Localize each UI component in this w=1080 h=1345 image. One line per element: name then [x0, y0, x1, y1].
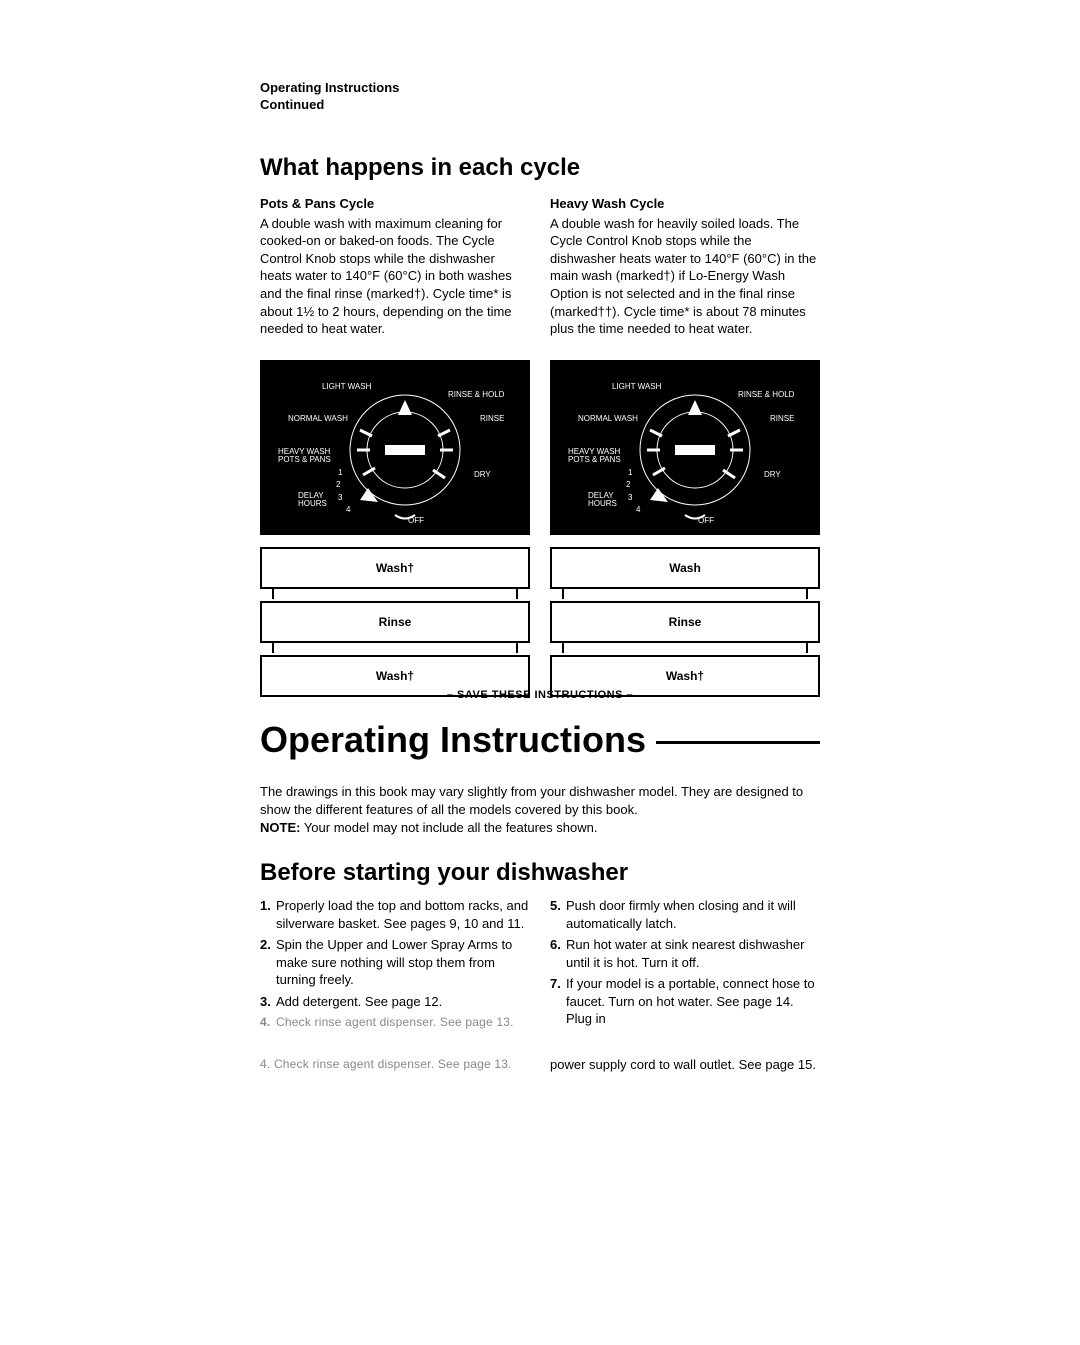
- item-text: Push door firmly when closing and it wil…: [566, 897, 820, 932]
- phase-label: Wash†: [376, 561, 414, 575]
- label-dry: DRY: [764, 470, 781, 479]
- main-title-row: Operating Instructions: [260, 719, 820, 761]
- list-item: 3.Add detergent. See page 12.: [260, 993, 530, 1011]
- label-n1: 1: [628, 468, 632, 477]
- cut-gap: [260, 1035, 820, 1057]
- header-line2: Continued: [260, 97, 324, 112]
- phase-box: Wash†: [550, 655, 820, 697]
- dial-right: LIGHT WASH RINSE & HOLD NORMAL WASH RINS…: [550, 360, 820, 535]
- label-delay: DELAY HOURS: [298, 492, 327, 510]
- item-text: Properly load the top and bottom racks, …: [276, 897, 530, 932]
- phase-box: Wash†: [260, 547, 530, 589]
- label-light-wash: LIGHT WASH: [322, 382, 371, 391]
- label-rinse: RINSE: [480, 414, 504, 423]
- phase-box: Wash: [550, 547, 820, 589]
- cycles-columns: Pots & Pans Cycle A double wash with max…: [260, 196, 820, 338]
- label-light-wash: LIGHT WASH: [612, 382, 661, 391]
- label-heavy-pots: HEAVY WASH POTS & PANS: [568, 448, 621, 466]
- label-rinse: RINSE: [770, 414, 794, 423]
- main-title: Operating Instructions: [260, 719, 646, 761]
- phase-label: Wash†: [666, 669, 704, 683]
- list-item: 4.Check rinse agent dispenser. See page …: [260, 1014, 530, 1030]
- phase-columns: Wash† Rinse Wash† Wash Rinse Wash†: [260, 535, 820, 697]
- document-page: Operating Instructions Continued What ha…: [0, 0, 1080, 1112]
- label-n3: 3: [628, 493, 632, 502]
- intro-note: NOTE: Your model may not include all the…: [260, 819, 820, 837]
- phase-col-left: Wash† Rinse Wash†: [260, 535, 530, 697]
- list-item: 5.Push door firmly when closing and it w…: [550, 897, 820, 932]
- list-item: 1.Properly load the top and bottom racks…: [260, 897, 530, 932]
- intro-block: The drawings in this book may vary sligh…: [260, 783, 820, 838]
- before-col-right: 5.Push door firmly when closing and it w…: [550, 897, 820, 1034]
- cycle-left-body: A double wash with maximum cleaning for …: [260, 215, 530, 338]
- label-n1: 1: [338, 468, 342, 477]
- label-normal-wash: NORMAL WASH: [288, 414, 348, 423]
- item-num: 2.: [260, 936, 276, 989]
- label-off: OFF: [408, 516, 424, 525]
- item-num: 3.: [260, 993, 276, 1011]
- cut-left: 4. Check rinse agent dispenser. See page…: [260, 1057, 530, 1072]
- item-num: 6.: [550, 936, 566, 971]
- item-num: 4.: [260, 1014, 276, 1030]
- cycle-left: Pots & Pans Cycle A double wash with max…: [260, 196, 530, 338]
- phase-label: Wash: [669, 561, 701, 575]
- item-text: Add detergent. See page 12.: [276, 993, 442, 1011]
- item-text: Check rinse agent dispenser. See page 13…: [276, 1014, 514, 1030]
- label-normal-wash: NORMAL WASH: [578, 414, 638, 423]
- label-n4: 4: [346, 505, 350, 514]
- phase-label: Rinse: [379, 615, 412, 629]
- before-col-left: 1.Properly load the top and bottom racks…: [260, 897, 530, 1034]
- label-n2: 2: [626, 480, 630, 489]
- phase-label: Rinse: [669, 615, 702, 629]
- phase-col-right: Wash Rinse Wash†: [550, 535, 820, 697]
- cycle-right: Heavy Wash Cycle A double wash for heavi…: [550, 196, 820, 338]
- label-n2: 2: [336, 480, 340, 489]
- list-item: 6.Run hot water at sink nearest dishwash…: [550, 936, 820, 971]
- header-line1: Operating Instructions: [260, 80, 399, 95]
- item-text: If your model is a portable, connect hos…: [566, 975, 820, 1028]
- note-label: NOTE:: [260, 820, 300, 835]
- phase-box: Rinse: [260, 601, 530, 643]
- cycle-right-heading: Heavy Wash Cycle: [550, 196, 820, 211]
- cycle-left-heading: Pots & Pans Cycle: [260, 196, 530, 211]
- list-item: 7.If your model is a portable, connect h…: [550, 975, 820, 1028]
- cycle-right-body: A double wash for heavily soiled loads. …: [550, 215, 820, 338]
- list-item: 2.Spin the Upper and Lower Spray Arms to…: [260, 936, 530, 989]
- page-header: Operating Instructions Continued: [260, 80, 820, 114]
- item-text: Run hot water at sink nearest dishwasher…: [566, 936, 820, 971]
- label-n4: 4: [636, 505, 640, 514]
- item-text: Spin the Upper and Lower Spray Arms to m…: [276, 936, 530, 989]
- label-delay: DELAY HOURS: [588, 492, 617, 510]
- dial-diagrams: LIGHT WASH RINSE & HOLD NORMAL WASH RINS…: [260, 360, 820, 535]
- before-title: Before starting your dishwasher: [260, 859, 820, 887]
- label-heavy-pots: HEAVY WASH POTS & PANS: [278, 448, 331, 466]
- before-columns: 1.Properly load the top and bottom racks…: [260, 897, 820, 1034]
- cut-row: 4. Check rinse agent dispenser. See page…: [260, 1057, 820, 1072]
- note-body: Your model may not include all the featu…: [300, 820, 597, 835]
- label-off: OFF: [698, 516, 714, 525]
- intro-p1: The drawings in this book may vary sligh…: [260, 783, 820, 819]
- label-dry: DRY: [474, 470, 491, 479]
- cut-right: power supply cord to wall outlet. See pa…: [550, 1057, 820, 1072]
- phase-label: Wash†: [376, 669, 414, 683]
- cycles-title: What happens in each cycle: [260, 154, 820, 182]
- phase-box: Rinse: [550, 601, 820, 643]
- phase-box: Wash†: [260, 655, 530, 697]
- item-num: 1.: [260, 897, 276, 932]
- main-title-rule: [656, 741, 820, 744]
- dial-left: LIGHT WASH RINSE & HOLD NORMAL WASH RINS…: [260, 360, 530, 535]
- item-num: 7.: [550, 975, 566, 1028]
- label-rinse-hold: RINSE & HOLD: [738, 390, 794, 399]
- label-rinse-hold: RINSE & HOLD: [448, 390, 504, 399]
- item-num: 5.: [550, 897, 566, 932]
- label-n3: 3: [338, 493, 342, 502]
